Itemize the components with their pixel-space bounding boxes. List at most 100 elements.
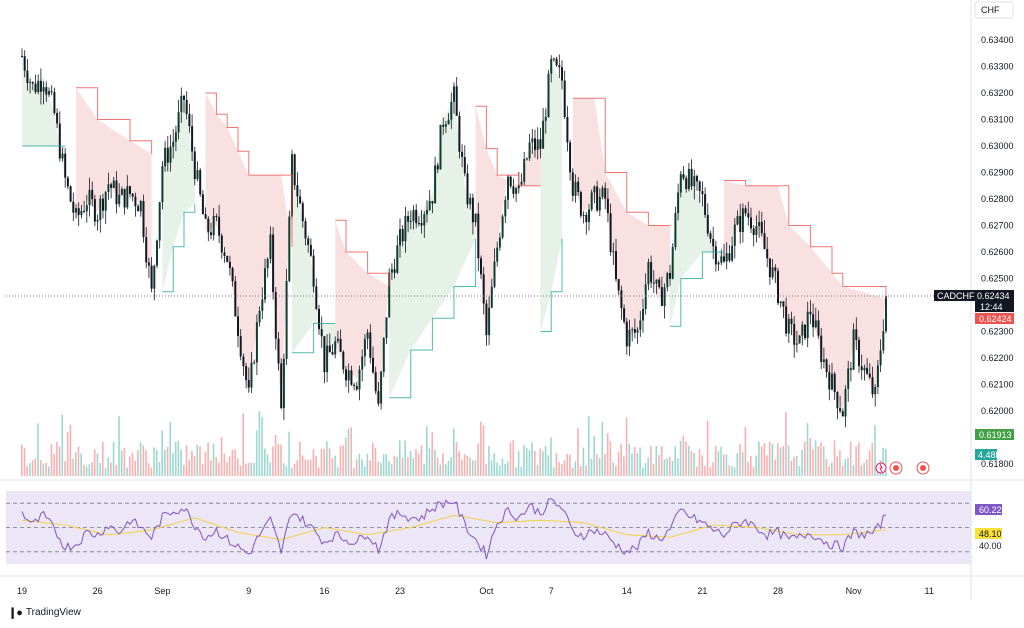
candle-body	[620, 290, 623, 309]
candle-body	[102, 198, 104, 211]
candle-body	[633, 329, 636, 333]
rsi-line	[21, 498, 887, 560]
candle-body	[717, 262, 720, 265]
brand-logo[interactable]: ❙● TradingView	[8, 606, 81, 619]
time-tick: Nov	[846, 586, 863, 596]
candle-body	[493, 261, 496, 287]
candle-body	[636, 329, 639, 333]
candle-body	[285, 281, 288, 359]
volume-bar	[723, 454, 725, 476]
volume-bar	[126, 467, 128, 476]
candle-body	[831, 373, 833, 390]
volume-bar	[469, 457, 471, 476]
volume-bar	[744, 426, 747, 476]
candle-body	[617, 279, 620, 291]
volume-bar	[804, 441, 806, 476]
candle-body	[444, 124, 447, 127]
candle-body	[350, 370, 353, 385]
volume-bar	[477, 443, 479, 476]
volume-bar	[647, 457, 649, 476]
volume-bar	[204, 451, 207, 476]
candle-body	[210, 232, 212, 236]
volume-bar	[169, 421, 172, 476]
candle-body	[45, 87, 48, 95]
volume-bar	[261, 417, 263, 476]
candle-body	[339, 338, 342, 352]
candle-body	[409, 220, 412, 222]
candle-body	[801, 324, 804, 336]
candle-body	[798, 335, 801, 344]
candle-body	[342, 351, 345, 370]
supertrend-up-line	[162, 204, 196, 293]
candle-body	[439, 124, 442, 170]
volume-bar	[250, 462, 253, 476]
volume-bar	[569, 454, 571, 476]
volume-bar	[380, 462, 382, 476]
event-icon[interactable]	[889, 461, 903, 475]
volume-bar	[679, 440, 682, 476]
dividend-icon[interactable]	[875, 462, 887, 474]
currency-box[interactable]	[974, 1, 1014, 19]
candle-body	[523, 158, 526, 182]
candle-body	[77, 208, 80, 216]
volume-bar	[779, 447, 782, 476]
candle-body	[280, 363, 283, 409]
time-tick: 14	[622, 586, 632, 596]
candle-body	[663, 287, 666, 306]
volume-bar	[596, 454, 598, 476]
event-icon[interactable]	[916, 461, 930, 475]
candle-body	[204, 214, 207, 219]
volume-bar	[258, 411, 261, 476]
candle-body	[482, 274, 485, 304]
candle-body	[39, 80, 42, 92]
volume-bar	[712, 462, 714, 476]
candle-body	[131, 193, 134, 197]
candle-body	[137, 206, 140, 212]
volume-bar	[831, 462, 833, 476]
symbol-price-badge[interactable]: CADCHF 0.62434	[934, 290, 1014, 301]
supertrend-badge: 0.62424	[975, 313, 1014, 324]
volume-bar	[566, 453, 568, 476]
candle-body	[752, 228, 755, 235]
candle-body	[682, 174, 685, 179]
volume-bar	[855, 446, 857, 476]
candle-body	[31, 82, 34, 84]
volume-bar	[731, 465, 733, 476]
volume-bar	[601, 421, 604, 476]
candle-body	[85, 205, 88, 212]
candle-body	[547, 73, 550, 117]
volume-bar	[442, 453, 444, 476]
volume-bar	[231, 450, 234, 476]
volume-bar	[99, 462, 101, 476]
candle-body	[23, 56, 26, 71]
candle-body	[72, 201, 75, 213]
rsi-ma-line	[21, 514, 887, 541]
volume-bar	[388, 461, 390, 476]
rsi-value: 60.22	[979, 505, 1002, 515]
volume-bar	[220, 437, 223, 476]
volume-bar	[625, 417, 628, 476]
volume-bar	[120, 450, 123, 476]
volume-bar	[374, 447, 377, 476]
volume-bar	[31, 460, 34, 476]
candle-series[interactable]	[21, 48, 887, 428]
candle-body	[185, 99, 188, 115]
time-axis[interactable]: 19 26 Sep 9 16 23 Oct 7 14 21 28 Nov 11	[17, 586, 934, 596]
time-tick: 28	[773, 586, 783, 596]
volume-bar	[844, 459, 847, 476]
volume-bar	[536, 464, 539, 476]
candle-body	[660, 287, 663, 306]
candle-body	[247, 380, 250, 388]
volume-bar	[658, 455, 660, 476]
volume-bar	[550, 437, 552, 476]
candle-body	[312, 255, 315, 287]
volume-bar	[604, 453, 606, 476]
candle-body	[212, 216, 215, 236]
candle-body	[231, 268, 234, 282]
volume-bar	[434, 449, 436, 476]
candle-body	[666, 273, 669, 288]
volume-bar	[793, 456, 795, 476]
volume-bar	[88, 464, 91, 476]
candle-body	[374, 372, 377, 392]
